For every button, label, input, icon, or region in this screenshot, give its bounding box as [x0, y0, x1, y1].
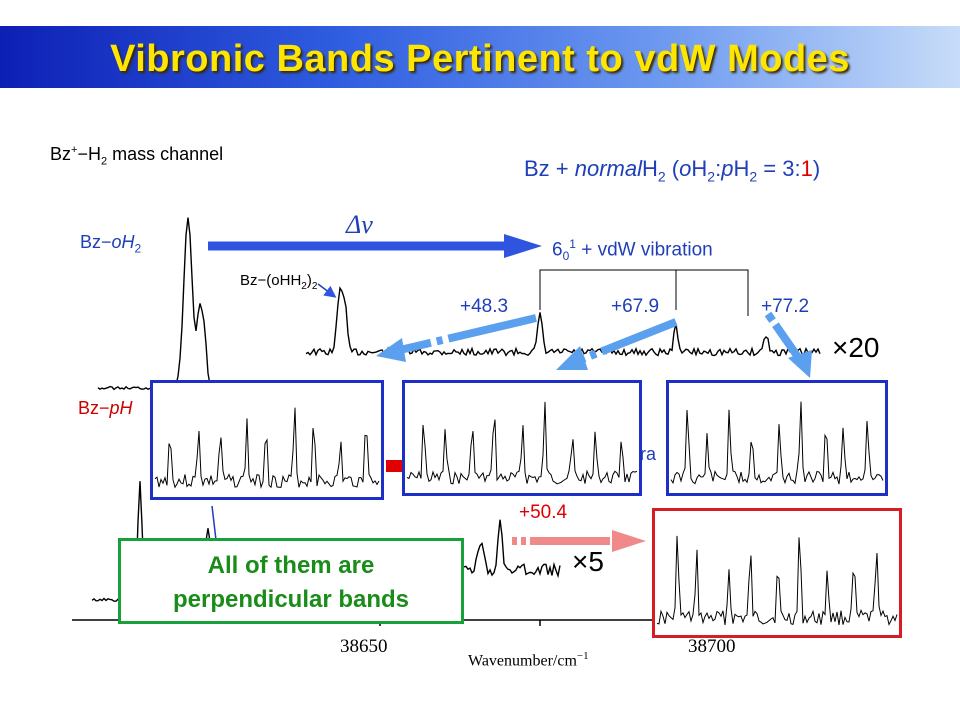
perpendicular-callout: All of them are perpendicular bands: [118, 538, 464, 624]
inset-50-trace: [656, 535, 898, 626]
inset-77-trace: [670, 401, 884, 485]
species-label-bz-oh2-dimer: Bz−(oHH2)2: [240, 272, 318, 292]
inset-48-trace: [154, 407, 380, 490]
dimer-pointer: [317, 283, 337, 298]
callout-line-1: All of them are: [207, 552, 375, 579]
inset-50-band: [652, 508, 902, 638]
title-bar: [0, 26, 960, 88]
peak-label-50: +50.4: [519, 502, 568, 523]
condition-label: Bz + normalH2 (oH2:pH2 = 3:1): [524, 156, 821, 185]
multiplier-x5: ×5: [572, 546, 604, 577]
inset-48-band: [150, 380, 384, 500]
species-label-bz-ph2: Bz−pH: [78, 398, 133, 418]
x-tick-label-2: 38700: [688, 636, 736, 657]
vdw-bracket: [539, 269, 749, 316]
peak-label-77: +77.2: [761, 296, 810, 317]
delta-arrow-head: [504, 234, 542, 258]
inset-67-trace: [406, 401, 638, 485]
x-axis-label: Wavenumber/cm−1: [468, 650, 589, 670]
oh2-x20-trace: [305, 286, 821, 357]
dashed-arrow-3: [764, 311, 812, 378]
mass-channel-label: Bz+−H2 mass channel: [50, 144, 224, 168]
transition-label: 601 + vdW vibration: [552, 237, 713, 264]
species-label-bz-oh2: Bz−oH2: [80, 232, 142, 256]
trimer-pointer: [211, 505, 217, 541]
dashed-arrow-red: [512, 530, 646, 552]
peak-label-67: +67.9: [611, 296, 660, 317]
multiplier-x20: ×20: [832, 332, 880, 363]
inset-77-band: [666, 380, 888, 496]
peak-label-48: +48.3: [460, 296, 509, 317]
page-title: Vibronic Bands Pertinent to vdW Modes: [110, 38, 850, 80]
callout-line-2: perpendicular bands: [172, 586, 410, 613]
x-tick-label-1: 38650: [340, 636, 388, 657]
inset-67-band: [402, 380, 642, 496]
delta-nu-label: Δν: [346, 210, 373, 239]
dashed-arrow-1: [376, 314, 537, 362]
dashed-arrow-2: [556, 318, 678, 370]
